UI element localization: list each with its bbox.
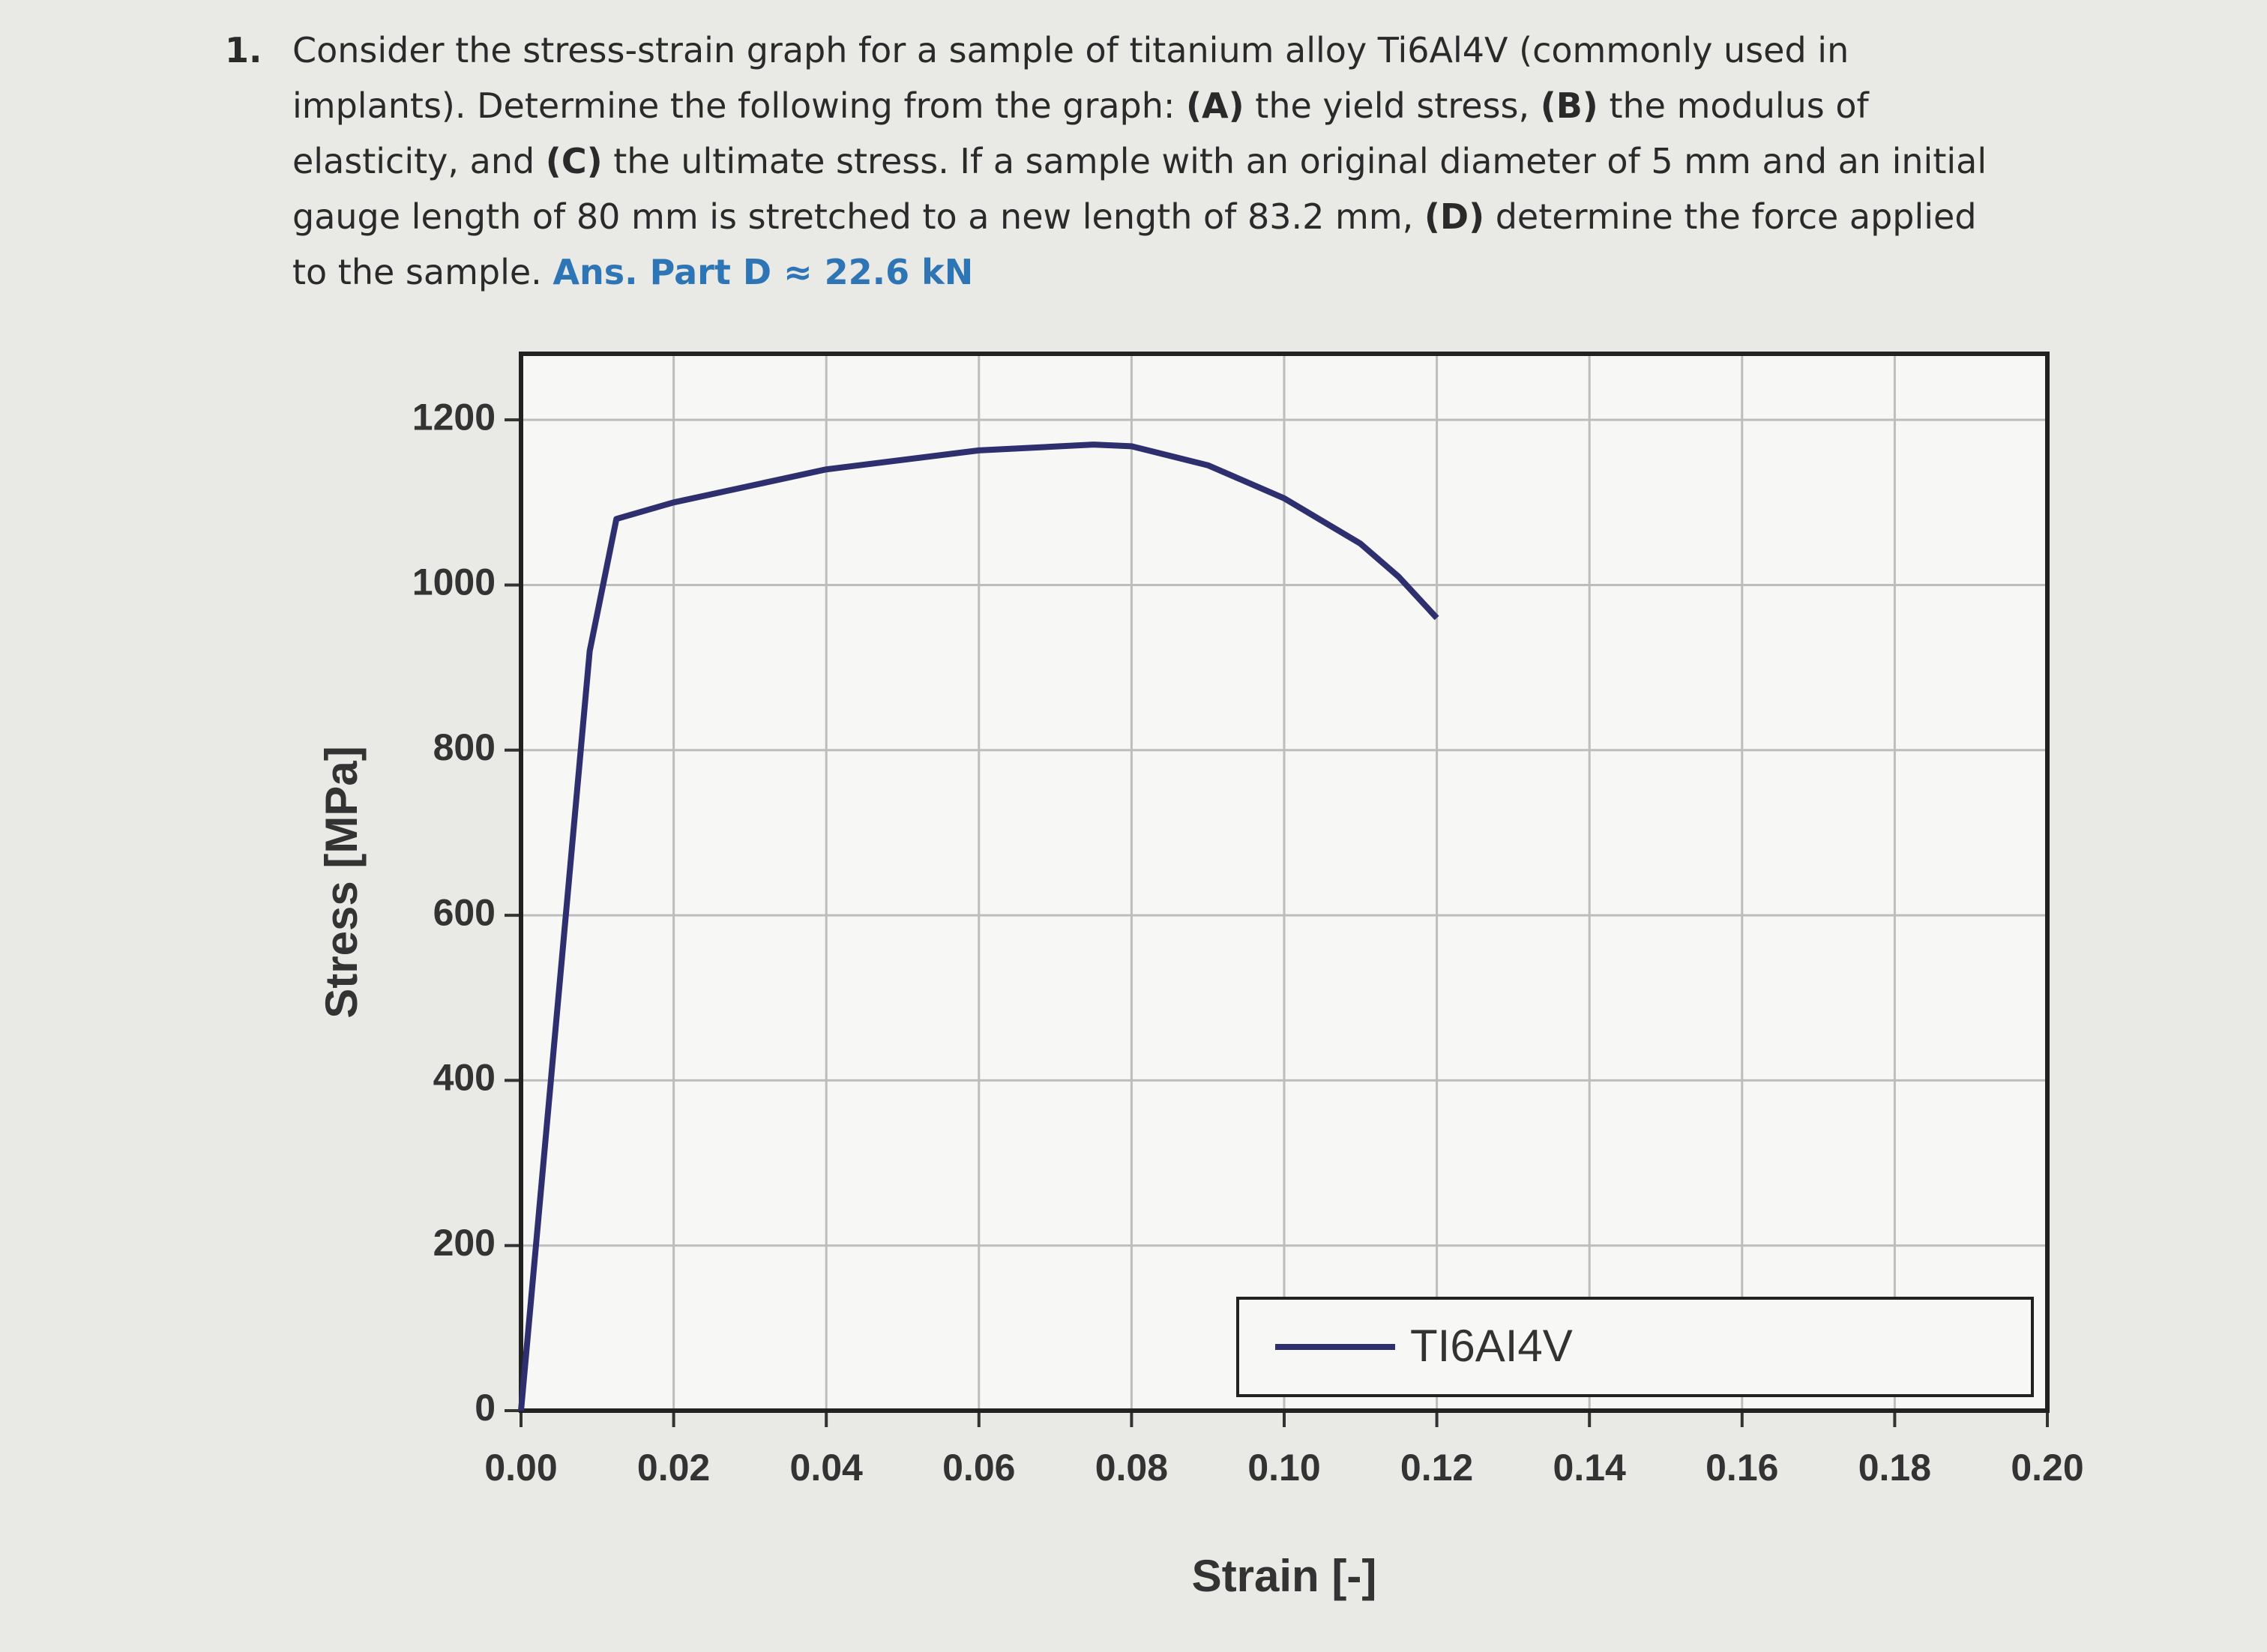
x-tick-label: 0.04 (790, 1447, 864, 1489)
y-tick-label: 600 (433, 891, 496, 933)
question-number: 1. (225, 30, 262, 70)
question: 1. Consider the stress-strain graph for … (225, 22, 2009, 300)
question-run: (D) (1424, 196, 1485, 237)
y-tick-label: 200 (433, 1222, 496, 1264)
x-tick-label: 0.20 (2011, 1447, 2083, 1489)
x-axis-label: Strain [-] (1192, 1551, 1377, 1601)
question-run: determine the force applied to the sampl… (292, 196, 1977, 292)
x-tick-label: 0.14 (1553, 1447, 1627, 1489)
legend-label: TI6AI4V (1410, 1321, 1573, 1371)
x-tick-label: 0.00 (484, 1447, 557, 1489)
y-tick-label: 1200 (412, 396, 496, 438)
y-tick-label: 800 (433, 726, 496, 768)
question-run: the ultimate stress. If a sample with an… (292, 141, 1987, 237)
x-tick-label: 0.16 (1705, 1447, 1778, 1489)
x-tick-label: 0.06 (942, 1447, 1015, 1489)
x-tick-label: 0.08 (1095, 1447, 1168, 1489)
x-tick-label: 0.02 (637, 1447, 710, 1489)
question-run: Consider the stress-strain graph for a s… (292, 30, 1849, 126)
plot-frame (519, 352, 2050, 1413)
data-line (518, 441, 1439, 1411)
x-tick-label: 0.12 (1400, 1447, 1473, 1489)
y-tick-label: 400 (433, 1057, 496, 1099)
question-run: (C) (545, 141, 603, 181)
x-tick-label: 0.18 (1858, 1447, 1931, 1489)
question-run: Ans. Part D ≈ 22.6 kN (553, 252, 974, 292)
x-tick-label: 0.10 (1247, 1447, 1320, 1489)
question-text: Consider the stress-strain graph for a s… (292, 22, 2009, 300)
y-tick-label: 1000 (412, 561, 496, 603)
question-run: (A) (1186, 85, 1244, 126)
y-axis-label: Stress [MPa] (316, 746, 367, 1018)
question-run: the yield stress, (1244, 85, 1541, 126)
question-run: (B) (1540, 85, 1598, 126)
y-tick-label: 0 (475, 1387, 496, 1429)
question-run: the modulus of elasticity, and (292, 85, 1869, 181)
